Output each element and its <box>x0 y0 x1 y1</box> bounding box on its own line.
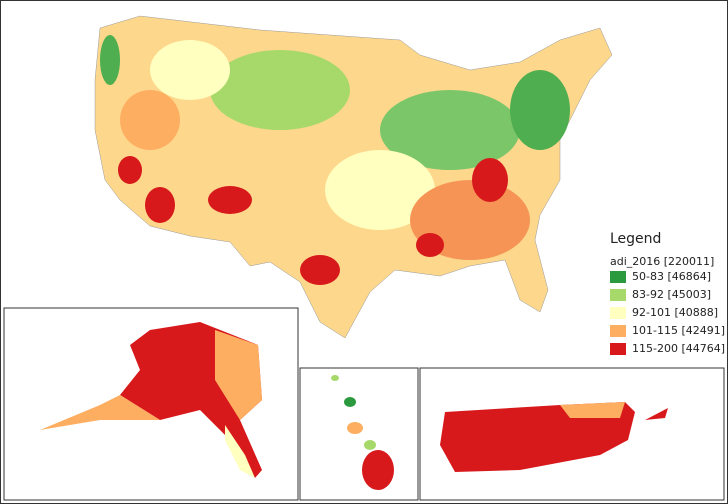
puerto-rico-inset <box>419 367 725 501</box>
legend-swatch <box>610 325 626 337</box>
legend-label: 101-115 [42491] <box>632 324 725 337</box>
legend-layer: adi_2016 [220011] <box>610 255 714 268</box>
legend-label: 115-200 [44764] <box>632 342 725 355</box>
legend-label: 83-92 [45003] <box>632 288 711 301</box>
legend-swatch <box>610 343 626 355</box>
legend: Legend adi_2016 [220011] 50-83 [46864] 83… <box>610 231 725 355</box>
alaska-inset <box>3 307 299 501</box>
mainland-us <box>94 15 613 339</box>
legend-label: 50-83 [46864] <box>632 270 711 283</box>
legend-swatch <box>610 289 626 301</box>
legend-swatch <box>610 307 626 319</box>
legend-swatch <box>610 271 626 283</box>
hawaii-inset <box>299 367 419 501</box>
legend-label: 92-101 [40888] <box>632 306 718 319</box>
legend-title: Legend <box>610 231 661 247</box>
